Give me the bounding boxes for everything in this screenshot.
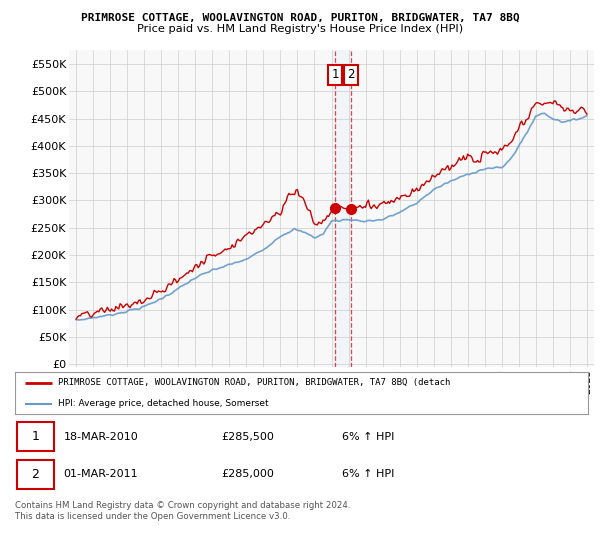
Text: 1: 1 (31, 430, 39, 443)
Text: 18-MAR-2010: 18-MAR-2010 (64, 432, 139, 442)
Bar (335, 50, 352, 367)
Text: HPI: Average price, detached house, Somerset: HPI: Average price, detached house, Some… (58, 399, 269, 408)
FancyBboxPatch shape (17, 422, 54, 451)
Text: PRIMROSE COTTAGE, WOOLAVINGTON ROAD, PURITON, BRIDGWATER, TA7 8BQ: PRIMROSE COTTAGE, WOOLAVINGTON ROAD, PUR… (80, 12, 520, 22)
Text: 1: 1 (331, 68, 339, 81)
FancyBboxPatch shape (17, 460, 54, 489)
Text: Price paid vs. HM Land Registry's House Price Index (HPI): Price paid vs. HM Land Registry's House … (137, 24, 463, 34)
Text: 2: 2 (347, 68, 355, 81)
Text: 6% ↑ HPI: 6% ↑ HPI (341, 432, 394, 442)
Text: Contains HM Land Registry data © Crown copyright and database right 2024.
This d: Contains HM Land Registry data © Crown c… (15, 501, 350, 521)
Text: £285,500: £285,500 (221, 432, 274, 442)
Text: 01-MAR-2011: 01-MAR-2011 (64, 469, 139, 479)
Text: £285,000: £285,000 (221, 469, 274, 479)
Text: 6% ↑ HPI: 6% ↑ HPI (341, 469, 394, 479)
Text: PRIMROSE COTTAGE, WOOLAVINGTON ROAD, PURITON, BRIDGWATER, TA7 8BQ (detach: PRIMROSE COTTAGE, WOOLAVINGTON ROAD, PUR… (58, 379, 451, 388)
Text: 2: 2 (31, 468, 39, 481)
